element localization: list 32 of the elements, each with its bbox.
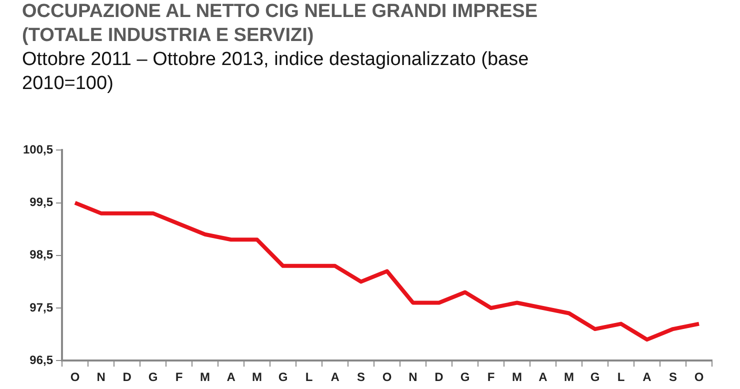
x-tick-label: M: [200, 370, 210, 384]
x-tick-label: G: [460, 370, 470, 384]
x-tick-label: N: [96, 370, 106, 384]
x-tick-label: S: [357, 370, 366, 384]
x-tick-label: A: [538, 370, 548, 384]
x-tick-label: G: [278, 370, 288, 384]
x-tick-label: G: [590, 370, 600, 384]
x-tick-label: O: [70, 370, 80, 384]
x-tick-label: N: [408, 370, 418, 384]
x-tick-label: A: [226, 370, 236, 384]
x-tick-label: M: [252, 370, 262, 384]
x-tick-label: L: [617, 370, 625, 384]
x-tick-label: O: [382, 370, 392, 384]
chart-title: OCCUPAZIONE AL NETTO CIG NELLE GRANDI IMPRESE (TOTALE INDUSTRIA E SERVIZI): [22, 0, 538, 48]
x-tick-label: A: [642, 370, 652, 384]
y-tick-label: 100,5: [23, 142, 54, 157]
x-tick-label: D: [122, 370, 132, 384]
chart-subtitle: Ottobre 2011 – Ottobre 2013, indice destagionalizzato (base 2010=100): [22, 48, 530, 96]
x-tick-label: M: [564, 370, 574, 384]
x-tick-label: F: [487, 370, 495, 384]
y-tick-label: 98,5: [30, 248, 54, 262]
x-tick-label: D: [434, 370, 444, 384]
x-tick-label: G: [148, 370, 158, 384]
x-tick-label: O: [694, 370, 704, 384]
x-tick-label: A: [330, 370, 340, 384]
x-tick-label: M: [512, 370, 522, 384]
y-tick-label: 96,5: [30, 352, 54, 367]
y-tick-label: 97,5: [30, 300, 54, 314]
y-tick-label: 99,5: [30, 195, 54, 210]
x-tick-label: L: [305, 370, 313, 384]
x-tick-label: F: [175, 370, 183, 384]
x-tick-label: S: [668, 370, 678, 384]
